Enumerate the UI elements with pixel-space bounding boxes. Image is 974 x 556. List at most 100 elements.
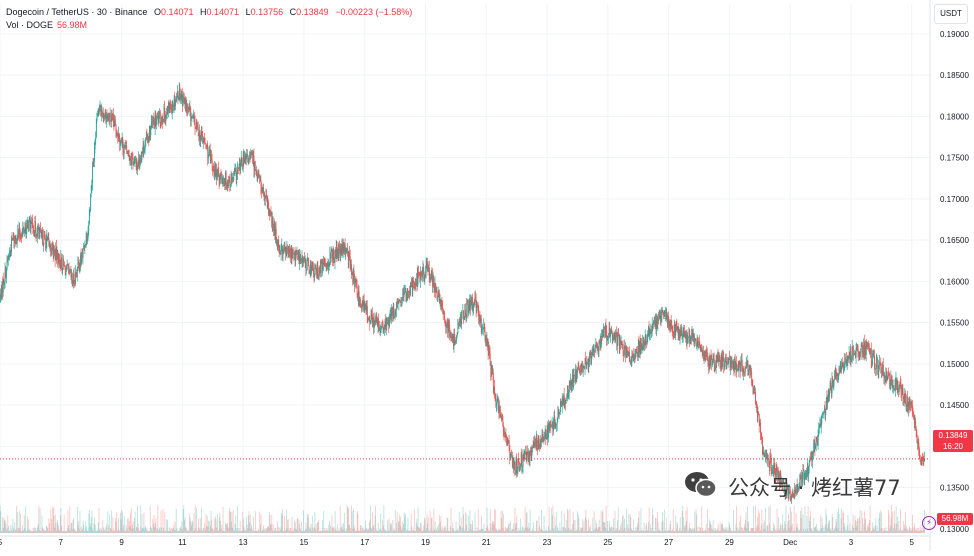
candle-body: [917, 441, 919, 443]
candle-body: [786, 484, 788, 496]
volume-bar: [553, 528, 554, 533]
volume-bar: [121, 511, 123, 533]
time-axis[interactable]: 57911131517192123252729Dec35: [0, 538, 915, 547]
candle-body: [603, 329, 605, 330]
volume-bar: [441, 529, 442, 533]
volume-bar: [168, 527, 170, 533]
volume-bar: [223, 530, 225, 533]
volume-bar: [263, 525, 264, 533]
volume-bar: [266, 526, 268, 533]
candle-body: [394, 311, 396, 318]
volume-bar: [158, 530, 159, 533]
candle-body: [61, 268, 63, 271]
volume-bar: [541, 529, 543, 533]
volume-bar: [374, 515, 376, 533]
candle-body: [687, 336, 689, 343]
volume-bar: [909, 528, 911, 533]
candle-body: [520, 463, 522, 466]
volume-bar: [206, 525, 207, 533]
volume-bar: [337, 529, 339, 533]
candle-body: [799, 479, 801, 488]
candle-body: [23, 227, 25, 233]
wechat-logo-icon: [685, 472, 717, 498]
volume-bar: [488, 529, 490, 533]
currency-button[interactable]: USDT: [934, 4, 968, 24]
volume-bar: [640, 508, 642, 533]
candle-body: [329, 253, 331, 264]
volume-bar: [470, 523, 472, 533]
candle-body: [823, 410, 825, 413]
volume-bar: [263, 530, 265, 533]
lightning-icon[interactable]: ⚡: [922, 516, 936, 530]
volume-bar: [185, 526, 187, 533]
volume-bar: [67, 510, 69, 533]
candle-body: [755, 401, 757, 406]
candle-body: [83, 245, 85, 249]
candle-body: [738, 361, 740, 371]
candle-body: [789, 490, 791, 492]
volume-bar: [602, 509, 604, 533]
volume-bar: [59, 530, 61, 533]
candle-body: [404, 292, 406, 293]
candle-body: [242, 165, 244, 169]
candle-body: [67, 264, 69, 269]
candle-body: [491, 364, 493, 374]
volume-bar: [422, 530, 424, 533]
volume-bar: [379, 529, 381, 533]
volume-bar: [242, 511, 244, 533]
symbol-title[interactable]: Dogecoin / TetherUS · 30 · Binance: [6, 7, 148, 17]
volume-bar: [543, 515, 545, 533]
candle-body: [502, 416, 504, 426]
candle-body: [832, 378, 834, 387]
candle-body: [648, 326, 649, 337]
volume-bar: [919, 530, 920, 533]
candle-body: [292, 249, 294, 254]
volume-bar: [421, 530, 423, 533]
candle-body: [282, 250, 284, 256]
volume-bar: [174, 521, 176, 533]
candle-body: [522, 467, 523, 468]
candle-body: [655, 320, 656, 327]
candle-body: [411, 279, 413, 291]
volume-bar: [426, 514, 428, 533]
candle-body: [619, 334, 620, 349]
candle-body: [814, 442, 816, 449]
candle-body: [512, 455, 513, 462]
volume-bar: [804, 506, 806, 533]
candle-body: [0, 292, 2, 297]
volume-bar: [405, 513, 406, 533]
volume-bar: [769, 523, 770, 533]
price-axis[interactable]: 0.130000.135000.140000.145000.150000.155…: [940, 30, 969, 534]
volume-bar: [185, 528, 187, 533]
volume-bar: [688, 530, 689, 533]
candle-body: [575, 368, 577, 378]
volume-bar: [564, 530, 566, 533]
volume-bar: [508, 523, 510, 533]
candle-body: [316, 266, 318, 278]
candle-body: [535, 442, 537, 447]
volume-bar: [917, 530, 919, 533]
time-tick-label: 21: [482, 538, 491, 547]
volume-bar: [225, 524, 227, 533]
candle-body: [193, 116, 195, 118]
volume-bar: [500, 511, 502, 533]
candle-body: [625, 346, 627, 356]
volume-label[interactable]: Vol · DOGE: [6, 20, 54, 30]
candle-body: [515, 472, 516, 474]
candle-body: [808, 461, 810, 467]
candle-body: [733, 362, 735, 370]
candle-body: [365, 304, 367, 312]
candle-body: [520, 454, 522, 464]
volume-bar: [69, 506, 71, 533]
volume-bar: [672, 509, 674, 533]
candle-body: [814, 442, 815, 446]
candle-body: [243, 154, 245, 163]
volume-bar: [681, 511, 683, 533]
candle-body: [474, 303, 475, 306]
volume-bar: [748, 531, 750, 533]
candle-body: [578, 366, 580, 369]
candle-body: [614, 337, 616, 342]
volume-bar: [403, 512, 405, 533]
